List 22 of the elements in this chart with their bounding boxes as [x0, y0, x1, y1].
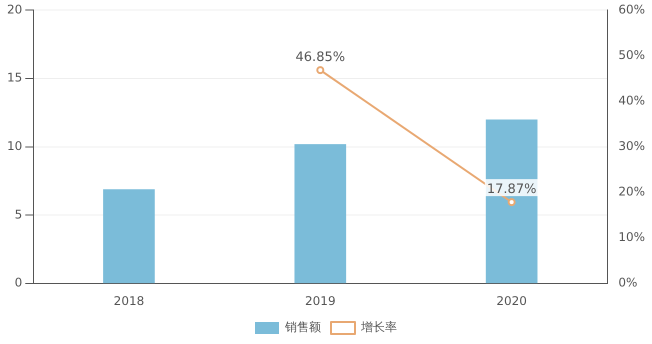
y-tick-label: 0	[14, 276, 22, 290]
bar	[486, 120, 538, 284]
legend-label: 销售额	[284, 320, 321, 334]
x-tick-label: 2019	[305, 294, 336, 308]
y2-tick-label: 40%	[618, 93, 645, 108]
y-tick-label: 20	[6, 2, 22, 16]
y2-tick-label: 10%	[618, 230, 645, 244]
y2-tick-label: 20%	[618, 184, 645, 199]
y2-tick-label: 30%	[618, 139, 645, 154]
bar	[294, 144, 346, 284]
y-tick-label: 15	[6, 70, 22, 85]
y-tick-label: 10	[6, 139, 22, 154]
legend-label: 增长率	[360, 320, 397, 334]
y2-tick-label: 60%	[618, 2, 645, 16]
y2-tick-label: 0%	[618, 276, 638, 290]
y-tick-label: 5	[14, 207, 22, 222]
bar	[103, 189, 155, 284]
y2-tick-label: 50%	[618, 48, 645, 62]
data-label: 46.85%	[296, 50, 346, 65]
data-label: 17.87%	[486, 182, 536, 198]
x-tick-label: 2018	[114, 294, 144, 308]
x-tick-label: 2020	[496, 294, 527, 308]
